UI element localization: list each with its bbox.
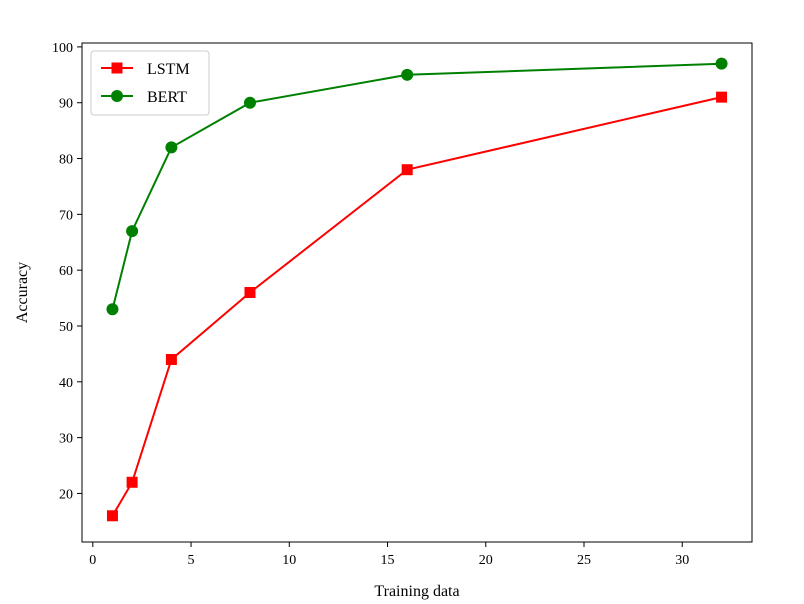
y-tick-label: 40: [59, 376, 73, 391]
series-line-lstm: [111, 96, 722, 517]
legend-marker-lstm: [111, 62, 123, 74]
legend: LSTM BERT: [90, 50, 210, 116]
y-tick-label: 70: [59, 208, 73, 223]
data-point-bert: [243, 96, 256, 109]
data-point-lstm: [401, 164, 413, 176]
y-tick-label: 100: [52, 41, 73, 56]
legend-label-lstm: LSTM: [147, 61, 190, 78]
legend-entry-lstm: LSTM: [101, 61, 190, 78]
plot-frame: [81, 42, 753, 543]
y-tick-label: 50: [59, 320, 73, 335]
x-tick-label: 20: [479, 553, 493, 568]
y-tick-label: 80: [59, 153, 73, 168]
data-point-lstm: [716, 91, 728, 103]
series-line-bert: [111, 62, 722, 310]
y-tick-label: 90: [59, 97, 73, 112]
y-tick-label: 20: [59, 487, 73, 502]
x-tick-label: 15: [381, 553, 395, 568]
x-tick-label: 0: [89, 553, 96, 568]
x-axis-label: Training data: [374, 583, 459, 600]
series-lines: [111, 62, 722, 517]
axis-ticks: 0 5 10 15 20 25 30 20 30 40 50 60 70 80 90 100: [52, 41, 689, 568]
data-point-lstm: [106, 510, 118, 522]
y-axis-label: Accuracy: [14, 262, 31, 323]
y-tick-label: 60: [59, 264, 73, 279]
data-point-lstm: [244, 287, 256, 298]
data-point-lstm: [165, 353, 177, 365]
series-markers: [106, 57, 728, 522]
y-tick-label: 30: [59, 432, 73, 447]
x-tick-label: 25: [577, 553, 591, 568]
legend-label-bert: BERT: [147, 89, 187, 106]
data-point-bert: [126, 225, 139, 238]
data-point-lstm: [126, 476, 138, 488]
legend-entry-bert: BERT: [101, 89, 187, 106]
legend-marker-bert: [111, 90, 123, 102]
x-tick-label: 5: [188, 553, 195, 568]
x-tick-label: 30: [675, 553, 689, 568]
x-tick-label: 10: [282, 553, 296, 568]
data-point-bert: [106, 303, 119, 316]
data-point-bert: [715, 57, 728, 70]
data-point-bert: [401, 68, 414, 81]
data-point-bert: [165, 141, 178, 154]
